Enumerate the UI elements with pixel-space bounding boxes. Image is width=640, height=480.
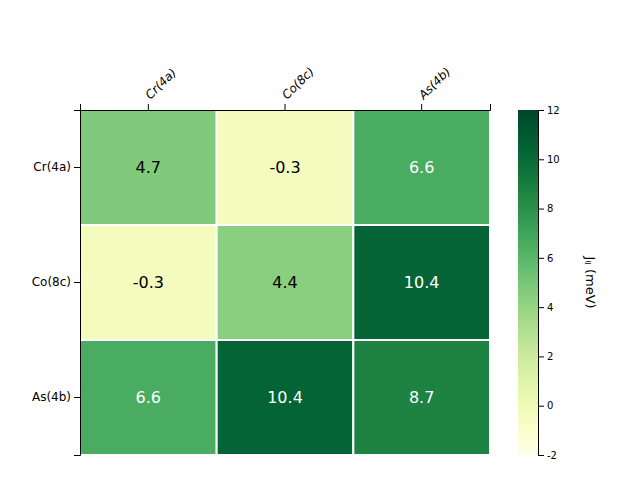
tick-mark: [538, 209, 544, 210]
tick-label: 12: [547, 105, 560, 116]
data-label: -0.3: [133, 273, 164, 292]
y-tick: Co(8c): [32, 275, 80, 289]
colorbar-tick: 4: [538, 302, 553, 313]
data-label: 8.7: [409, 388, 434, 407]
colorbar-tick: 12: [538, 105, 560, 116]
axis-line: [74, 111, 81, 456]
tick-mark: [538, 356, 544, 357]
data-label: -0.3: [269, 158, 300, 177]
tick-mark: [538, 307, 544, 308]
cells: [80, 110, 490, 455]
x-axis: Cr(4a) Co(8c) As(4b): [81, 64, 491, 110]
tick-label: Cr(4a): [33, 160, 71, 174]
tick-label: 2: [547, 351, 553, 362]
heatmap-cell: [353, 340, 490, 455]
tick-label: As(4b): [32, 390, 71, 404]
tick-label: 6: [547, 253, 553, 264]
tick-mark: [538, 159, 544, 160]
data-label: 10.4: [404, 273, 440, 292]
x-tick: Co(8c): [279, 64, 317, 110]
tick-mark: [74, 397, 80, 398]
colorbar-tick: 6: [538, 253, 553, 264]
data-label: 4.4: [272, 273, 297, 292]
data-label: 4.7: [136, 158, 161, 177]
axis-line: [81, 104, 491, 111]
colorbar-tick: 8: [538, 203, 553, 214]
y-tick: As(4b): [32, 390, 80, 404]
data-label: 6.6: [136, 388, 161, 407]
tick-label: 8: [547, 203, 553, 214]
colorbar-gradient: [518, 110, 538, 455]
tick-label: 4: [547, 302, 553, 313]
tick-label: As(4b): [415, 65, 453, 103]
tick-label: 0: [547, 400, 553, 411]
colorbar-label: Jᵢⱼ (meV): [583, 255, 598, 308]
tick-label: Cr(4a): [143, 66, 180, 103]
cell-labels: 4.7 -0.3 6.6 -0.3 4.4 10.4 6.6 10.4 8.7: [133, 158, 440, 407]
tick-mark: [285, 104, 286, 110]
colorbar: -2 0 2 4 6 8 10 12 Jᵢⱼ (meV): [518, 105, 598, 461]
y-axis: Cr(4a) Co(8c) As(4b): [32, 111, 81, 456]
tick-mark: [74, 167, 80, 168]
tick-label: Co(8c): [279, 64, 317, 102]
heatmap-cell: [353, 225, 490, 340]
heatmap-cell: [80, 225, 217, 340]
y-tick: Cr(4a): [33, 160, 80, 174]
data-label: 6.6: [409, 158, 434, 177]
axis-line: [539, 111, 545, 456]
tick-label: -2: [547, 450, 557, 461]
plot: 4.7 -0.3 6.6 -0.3 4.4 10.4 6.6 10.4 8.7 Cr(4a) Co(…: [32, 64, 598, 460]
tick-label: Co(8c): [32, 275, 71, 289]
tick-mark: [74, 282, 80, 283]
colorbar-tick: 0: [538, 400, 553, 411]
heatmap-cell: [217, 340, 354, 455]
heatmap-cell: [217, 110, 354, 225]
heatmap-cell: [217, 225, 354, 340]
heatmap-cell: [80, 110, 217, 225]
colorbar-axis: -2 0 2 4 6 8 10 12: [538, 105, 560, 461]
tick-mark: [148, 104, 149, 110]
x-tick: Cr(4a): [143, 66, 180, 110]
chart: 4.7 -0.3 6.6 -0.3 4.4 10.4 6.6 10.4 8.7 Cr(4a) Co(…: [0, 0, 640, 480]
heatmap-cell: [80, 340, 217, 455]
colorbar-tick: -2: [538, 450, 557, 461]
tick-mark: [538, 110, 544, 111]
x-tick: As(4b): [415, 65, 453, 110]
tick-mark: [538, 406, 544, 407]
data-label: 10.4: [267, 388, 303, 407]
tick-label: 10: [547, 154, 560, 165]
colorbar-tick: 2: [538, 351, 553, 362]
heatmap-cell: [353, 110, 490, 225]
colorbar-tick: 10: [538, 154, 560, 165]
tick-mark: [538, 258, 544, 259]
tick-mark: [538, 455, 544, 456]
tick-mark: [421, 104, 422, 110]
